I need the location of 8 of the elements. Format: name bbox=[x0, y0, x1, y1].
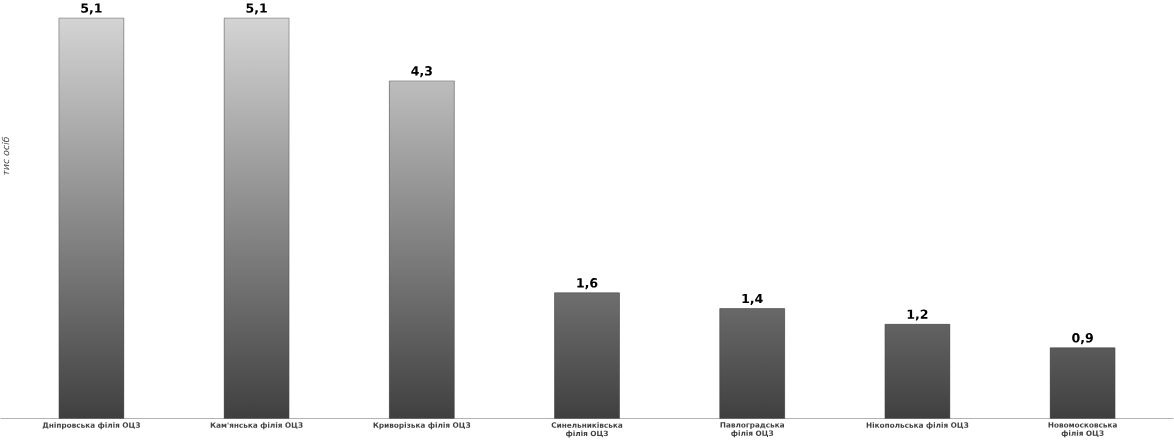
data-label: 1,2 bbox=[907, 309, 928, 321]
data-label: 4,3 bbox=[411, 66, 432, 78]
data-label: 1,4 bbox=[742, 293, 763, 305]
data-label: 5,1 bbox=[81, 3, 102, 15]
data-label: 5,1 bbox=[246, 3, 267, 15]
data-label: 0,9 bbox=[1072, 333, 1093, 345]
data-label: 1,6 bbox=[577, 278, 598, 290]
y-axis-title: тис осіб bbox=[1, 136, 10, 175]
